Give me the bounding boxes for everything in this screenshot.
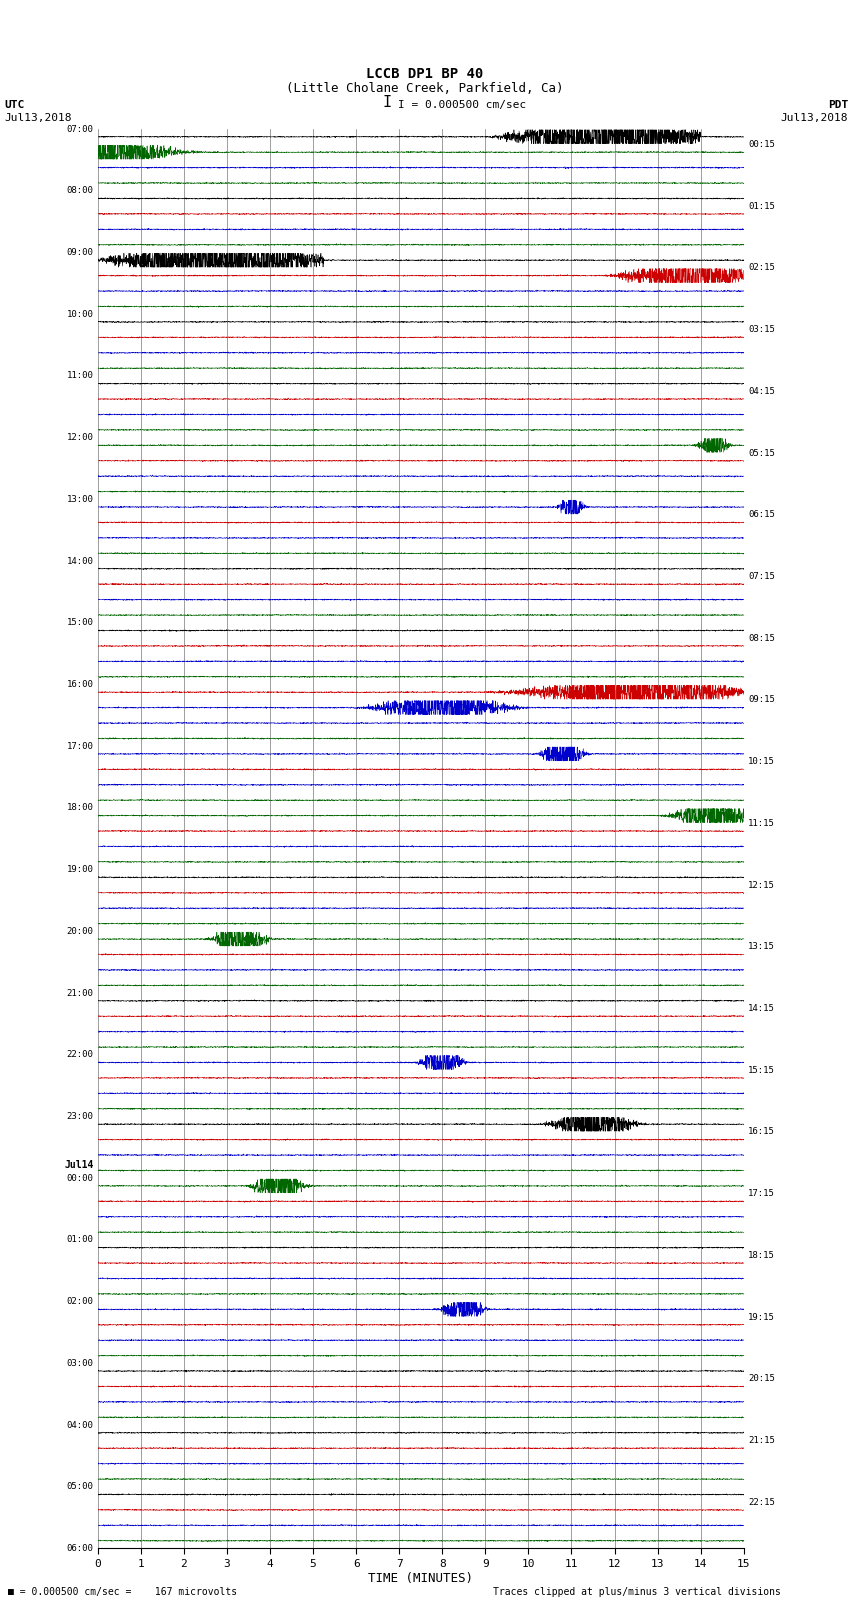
Text: 17:15: 17:15 — [748, 1189, 775, 1198]
Text: 15:00: 15:00 — [66, 618, 94, 627]
X-axis label: TIME (MINUTES): TIME (MINUTES) — [368, 1571, 473, 1584]
Text: 09:00: 09:00 — [66, 248, 94, 256]
Text: 09:15: 09:15 — [748, 695, 775, 705]
Text: 19:00: 19:00 — [66, 865, 94, 874]
Text: 17:00: 17:00 — [66, 742, 94, 750]
Text: 08:15: 08:15 — [748, 634, 775, 642]
Text: 01:15: 01:15 — [748, 202, 775, 211]
Text: 14:15: 14:15 — [748, 1003, 775, 1013]
Text: 04:15: 04:15 — [748, 387, 775, 395]
Text: 11:00: 11:00 — [66, 371, 94, 381]
Text: 06:15: 06:15 — [748, 510, 775, 519]
Text: 04:00: 04:00 — [66, 1421, 94, 1429]
Text: 21:00: 21:00 — [66, 989, 94, 997]
Text: 21:15: 21:15 — [748, 1436, 775, 1445]
Text: 12:15: 12:15 — [748, 881, 775, 889]
Text: LCCB DP1 BP 40: LCCB DP1 BP 40 — [366, 66, 484, 81]
Text: 18:15: 18:15 — [748, 1250, 775, 1260]
Text: 06:00: 06:00 — [66, 1544, 94, 1553]
Text: 13:15: 13:15 — [748, 942, 775, 952]
Text: 03:00: 03:00 — [66, 1358, 94, 1368]
Text: 20:15: 20:15 — [748, 1374, 775, 1384]
Text: Jul14: Jul14 — [64, 1160, 94, 1171]
Text: 12:00: 12:00 — [66, 434, 94, 442]
Text: 23:00: 23:00 — [66, 1111, 94, 1121]
Text: PDT: PDT — [828, 100, 848, 110]
Text: 03:15: 03:15 — [748, 326, 775, 334]
Text: 10:15: 10:15 — [748, 756, 775, 766]
Text: 02:15: 02:15 — [748, 263, 775, 273]
Text: I = 0.000500 cm/sec: I = 0.000500 cm/sec — [398, 100, 526, 110]
Text: Jul13,2018: Jul13,2018 — [781, 113, 848, 123]
Text: ■ = 0.000500 cm/sec =    167 microvolts: ■ = 0.000500 cm/sec = 167 microvolts — [8, 1587, 238, 1597]
Text: 08:00: 08:00 — [66, 185, 94, 195]
Text: 11:15: 11:15 — [748, 819, 775, 827]
Text: 19:15: 19:15 — [748, 1313, 775, 1321]
Text: 14:00: 14:00 — [66, 556, 94, 566]
Text: 16:00: 16:00 — [66, 681, 94, 689]
Text: 13:00: 13:00 — [66, 495, 94, 503]
Text: 05:15: 05:15 — [748, 448, 775, 458]
Text: 22:15: 22:15 — [748, 1498, 775, 1507]
Text: 20:00: 20:00 — [66, 927, 94, 936]
Text: 22:00: 22:00 — [66, 1050, 94, 1060]
Text: (Little Cholane Creek, Parkfield, Ca): (Little Cholane Creek, Parkfield, Ca) — [286, 82, 564, 95]
Text: 07:00: 07:00 — [66, 124, 94, 134]
Text: 05:00: 05:00 — [66, 1482, 94, 1492]
Text: 07:15: 07:15 — [748, 573, 775, 581]
Text: 10:00: 10:00 — [66, 310, 94, 319]
Text: 00:15: 00:15 — [748, 140, 775, 148]
Text: Jul13,2018: Jul13,2018 — [4, 113, 71, 123]
Text: Traces clipped at plus/minus 3 vertical divisions: Traces clipped at plus/minus 3 vertical … — [493, 1587, 781, 1597]
Text: 15:15: 15:15 — [748, 1066, 775, 1074]
Text: 01:00: 01:00 — [66, 1236, 94, 1244]
Text: 18:00: 18:00 — [66, 803, 94, 813]
Text: 00:00: 00:00 — [66, 1174, 94, 1182]
Text: I: I — [382, 95, 391, 110]
Text: UTC: UTC — [4, 100, 25, 110]
Text: 16:15: 16:15 — [748, 1127, 775, 1137]
Text: 02:00: 02:00 — [66, 1297, 94, 1307]
